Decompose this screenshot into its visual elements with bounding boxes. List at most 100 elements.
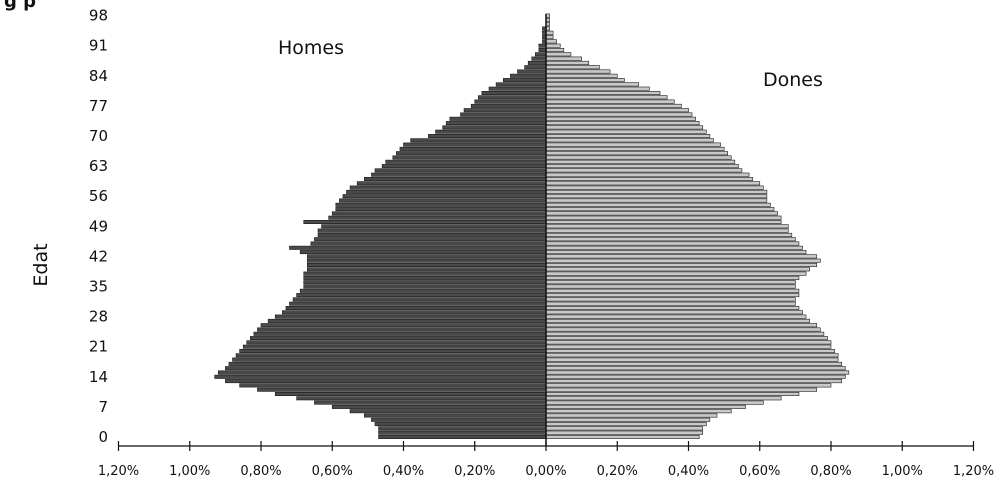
men-bars <box>214 26 547 439</box>
bar-men-age-38 <box>303 271 547 276</box>
bar-men-age-60 <box>364 177 547 182</box>
bar-men-age-40 <box>307 262 547 267</box>
y-tick-label: 7 <box>98 398 108 416</box>
bar-men-age-13 <box>225 379 547 384</box>
bar-men-age-52 <box>331 211 547 216</box>
bar-women-age-19 <box>545 353 839 358</box>
bar-women-age-8 <box>545 400 764 405</box>
series-label-men: Homes <box>278 37 344 59</box>
y-tick-label: 49 <box>89 217 108 235</box>
bar-men-age-22 <box>246 340 547 345</box>
bar-women-age-34 <box>545 288 800 293</box>
bar-men-age-84 <box>510 73 547 78</box>
bar-men-age-66 <box>396 151 547 156</box>
women-bars <box>545 13 850 439</box>
bar-women-age-80 <box>545 91 661 96</box>
bar-men-age-12 <box>239 383 547 388</box>
bar-men-age-19 <box>235 353 547 358</box>
bar-women-age-1 <box>545 430 704 435</box>
bar-women-age-62 <box>545 168 743 173</box>
bar-men-age-29 <box>282 310 547 315</box>
bar-men-age-70 <box>428 134 547 139</box>
bar-men-age-6 <box>349 409 547 414</box>
bar-women-age-69 <box>545 138 714 143</box>
x-tick-label: 0,20% <box>454 464 495 479</box>
y-tick-label: 98 <box>89 7 108 25</box>
bar-women-age-75 <box>545 112 693 117</box>
bar-men-age-74 <box>449 116 547 121</box>
bar-women-age-37 <box>545 275 800 280</box>
bar-men-age-20 <box>239 348 547 353</box>
x-axis: 1,20% 1,00% 0,80% 0,60% 0,40% 0,20% 0,00% 0,20%… <box>98 441 994 479</box>
bar-women-age-12 <box>545 383 832 388</box>
bar-women-age-54 <box>545 202 771 207</box>
bar-men-age-49 <box>321 224 547 229</box>
bar-women-age-89 <box>545 52 572 57</box>
bar-men-age-90 <box>538 47 547 52</box>
bar-women-age-55 <box>545 198 768 203</box>
bar-women-age-67 <box>545 146 725 151</box>
bar-men-age-83 <box>502 78 547 83</box>
y-tick-label: 91 <box>89 37 108 55</box>
bar-men-age-32 <box>292 297 547 302</box>
bar-men-age-1 <box>378 430 547 435</box>
bar-women-age-33 <box>545 293 800 298</box>
bar-men-age-73 <box>445 121 547 126</box>
y-tick-label: 70 <box>89 127 108 145</box>
bar-women-age-21 <box>545 344 832 349</box>
bar-women-age-16 <box>545 366 846 371</box>
x-tick-label: 0,40% <box>668 464 709 479</box>
bar-men-age-11 <box>257 387 547 392</box>
bar-men-age-68 <box>403 142 547 147</box>
bar-men-age-53 <box>335 207 547 212</box>
bar-women-age-88 <box>545 56 582 61</box>
bar-women-age-6 <box>545 409 732 414</box>
bar-men-age-33 <box>296 293 547 298</box>
bar-women-age-52 <box>545 211 778 216</box>
bar-women-age-73 <box>545 121 700 126</box>
bar-men-age-27 <box>267 318 547 323</box>
bar-men-age-86 <box>524 65 547 70</box>
bar-men-age-5 <box>364 413 547 418</box>
bar-women-age-79 <box>545 95 668 100</box>
bar-men-age-56 <box>342 194 547 199</box>
bar-women-age-48 <box>545 228 789 233</box>
y-tick-label: 77 <box>89 97 108 115</box>
bar-women-age-39 <box>545 267 810 272</box>
x-tick-label: 0,60% <box>739 464 780 479</box>
bar-men-age-25 <box>257 327 547 332</box>
bar-women-age-9 <box>545 396 782 401</box>
bar-men-age-76 <box>463 108 547 113</box>
bar-women-age-78 <box>545 99 675 104</box>
y-tick-label: 14 <box>89 368 108 386</box>
bar-men-age-45 <box>310 241 547 246</box>
bar-men-age-41 <box>307 258 547 263</box>
bar-men-age-14 <box>214 374 547 379</box>
bar-men-age-28 <box>274 314 547 319</box>
bar-women-age-58 <box>545 185 764 190</box>
bar-men-age-18 <box>232 357 547 362</box>
bar-women-age-5 <box>545 413 718 418</box>
bar-women-age-23 <box>545 336 828 341</box>
bar-women-age-20 <box>545 348 835 353</box>
bar-women-age-35 <box>545 284 796 289</box>
bar-women-age-87 <box>545 60 590 65</box>
bar-men-age-78 <box>474 99 547 104</box>
bar-men-age-0 <box>378 434 547 439</box>
bar-men-age-67 <box>399 146 547 151</box>
bar-men-age-21 <box>242 344 547 349</box>
bar-women-age-59 <box>545 181 761 186</box>
bar-women-age-85 <box>545 69 611 74</box>
bar-men-age-15 <box>217 370 547 375</box>
bar-men-age-7 <box>331 404 547 409</box>
bar-men-age-34 <box>299 288 547 293</box>
bar-men-age-35 <box>303 284 547 289</box>
bar-men-age-46 <box>314 237 547 242</box>
bar-men-age-37 <box>303 275 547 280</box>
bar-women-age-92 <box>545 39 557 44</box>
bar-women-age-11 <box>545 387 818 392</box>
bar-women-age-46 <box>545 237 796 242</box>
bar-men-age-10 <box>274 391 547 396</box>
bar-men-age-89 <box>535 52 547 57</box>
